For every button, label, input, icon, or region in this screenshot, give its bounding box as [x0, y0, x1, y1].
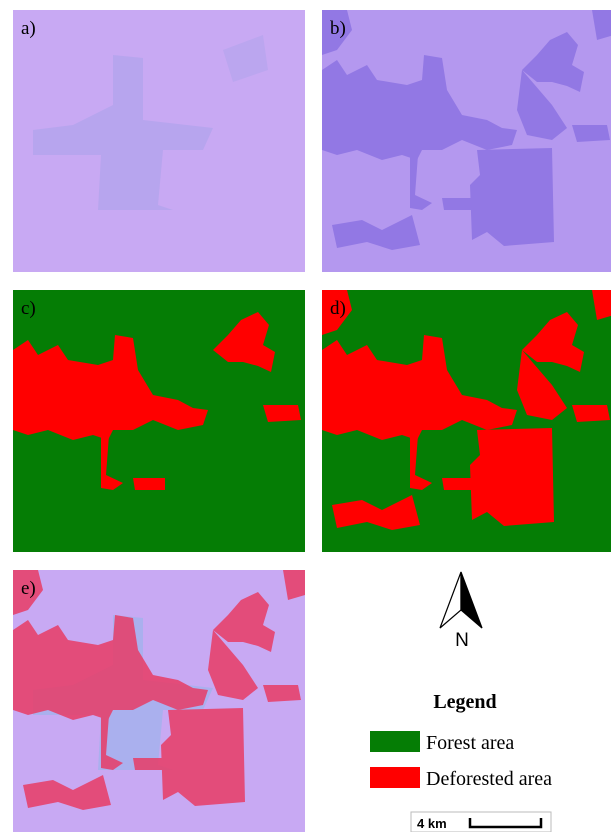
- panel-a: a): [13, 10, 305, 272]
- scale-label: 4 km: [417, 816, 447, 831]
- panel-c: c): [13, 290, 305, 552]
- figure: a) b) c) d) e) N Legend Forest area Defo…: [0, 0, 611, 832]
- panel-label: c): [21, 298, 36, 319]
- legend: Legend Forest area Deforested area: [370, 691, 552, 790]
- north-arrow: N: [440, 572, 482, 651]
- legend-label: Forest area: [426, 732, 514, 754]
- panel-e: e): [13, 570, 305, 832]
- panel-label: a): [21, 18, 36, 39]
- panel-b: b): [322, 10, 611, 272]
- legend-swatch: [370, 767, 420, 788]
- legend-title: Legend: [433, 691, 496, 713]
- legend-swatch: [370, 731, 420, 752]
- panel-d: d): [322, 290, 611, 552]
- panel-label: b): [330, 18, 346, 39]
- scale-bar: 4 km: [411, 812, 551, 832]
- north-label: N: [455, 630, 469, 651]
- legend-label: Deforested area: [426, 768, 552, 790]
- panel-label: e): [21, 578, 36, 599]
- panel-label: d): [330, 298, 346, 319]
